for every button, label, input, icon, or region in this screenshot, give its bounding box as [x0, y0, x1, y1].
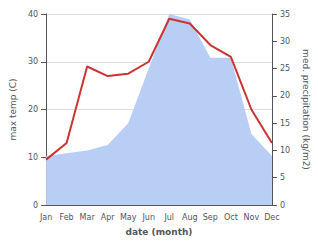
svg-text:35: 35 — [280, 10, 290, 19]
svg-text:10: 10 — [28, 153, 38, 162]
svg-text:Apr: Apr — [101, 213, 116, 222]
svg-text:30: 30 — [28, 57, 38, 66]
svg-text:Mar: Mar — [80, 213, 96, 222]
svg-text:25: 25 — [280, 64, 290, 73]
svg-text:date (month): date (month) — [126, 227, 193, 237]
svg-text:Sep: Sep — [203, 213, 218, 222]
svg-text:Dec: Dec — [264, 213, 279, 222]
svg-text:Oct: Oct — [224, 213, 238, 222]
svg-text:0: 0 — [33, 201, 38, 210]
svg-text:15: 15 — [280, 119, 290, 128]
svg-text:Nov: Nov — [244, 213, 260, 222]
svg-text:Aug: Aug — [182, 213, 198, 222]
svg-text:40: 40 — [28, 10, 38, 19]
svg-text:May: May — [120, 213, 137, 222]
svg-text:10: 10 — [280, 146, 290, 155]
svg-text:med. precipitation (kg/m2): med. precipitation (kg/m2) — [301, 49, 311, 170]
svg-text:max temp (C): max temp (C) — [8, 78, 18, 140]
svg-text:30: 30 — [280, 37, 290, 46]
svg-text:Jul: Jul — [163, 213, 174, 222]
svg-text:20: 20 — [28, 105, 38, 114]
svg-text:Feb: Feb — [60, 213, 74, 222]
svg-text:0: 0 — [280, 201, 285, 210]
svg-text:20: 20 — [280, 91, 290, 100]
svg-text:5: 5 — [280, 173, 285, 182]
svg-text:Jan: Jan — [39, 213, 52, 222]
svg-text:Jun: Jun — [141, 213, 155, 222]
